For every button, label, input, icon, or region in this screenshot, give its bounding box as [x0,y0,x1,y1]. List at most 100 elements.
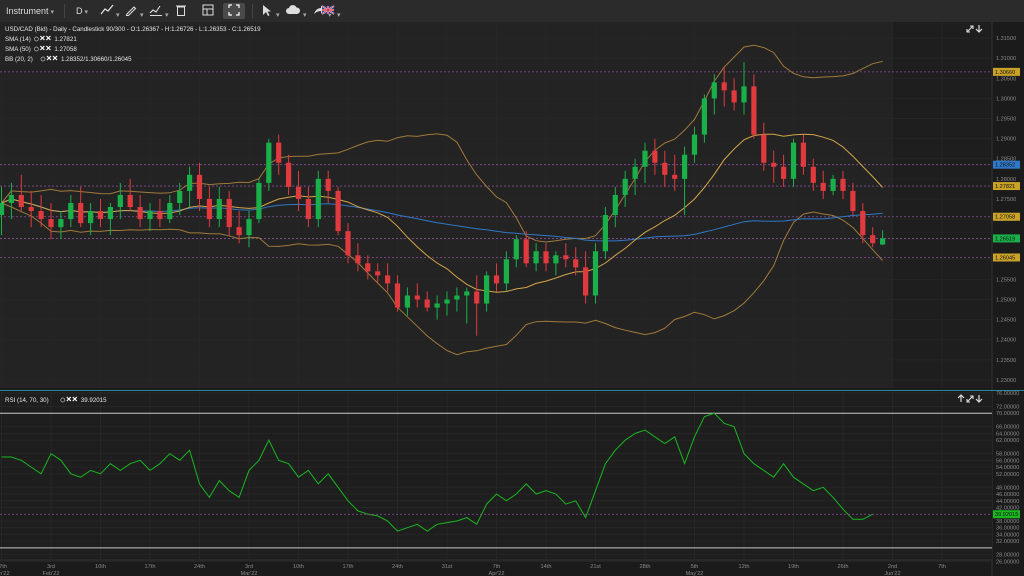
candle-body [711,82,717,99]
candle [325,170,331,203]
move-panel-up-button[interactable] [957,394,965,402]
candle [860,202,866,244]
candle-body [375,271,381,276]
rsi-tick-label: 28.00000 [996,553,1019,559]
candle [800,134,806,175]
candle [533,243,539,272]
candle-body [800,142,806,167]
price-tag [993,67,1020,76]
candle [790,138,797,187]
candle [810,158,816,191]
time-tick-label: 14th [541,564,552,570]
candle [206,186,212,228]
rsi-tick-label: 36.00000 [996,526,1019,532]
close-icon [39,35,45,41]
candle [335,186,341,236]
candle-body [820,182,826,191]
candle-body [484,275,490,304]
candle [701,94,707,143]
price-tick-label: 1.24500 [996,318,1016,324]
maximize-panel-button[interactable] [966,25,974,33]
trash-icon [176,5,186,16]
chart-type-menu[interactable]: ▾ [100,3,120,19]
bollinger-upper-line [1,44,883,243]
candle [68,194,74,228]
candle-body [325,178,331,191]
move-rsi-down-button[interactable] [975,395,983,403]
candle [503,251,509,292]
settings-icon [52,55,58,61]
candle [266,138,272,191]
layout-icon [202,4,214,16]
settings-icon [45,45,51,51]
rsi-tick-label: 48.00000 [996,485,1019,491]
candle [573,247,579,276]
candle-body [602,215,608,252]
rsi-panel[interactable] [0,392,992,562]
candle-body [157,211,163,220]
cursor-menu[interactable]: ▾ [260,3,280,19]
layout-button[interactable] [201,3,215,19]
candle-body [810,166,816,183]
candle-body [840,178,846,191]
delete-drawings-button[interactable] [174,3,188,19]
candle [731,78,737,111]
maximize-rsi-button[interactable] [966,395,974,403]
rsi-grid [0,392,992,562]
candle [365,255,371,280]
chevron-down-icon: ▾ [276,12,280,19]
instrument-menu[interactable]: Instrument ▾ [6,3,54,19]
drawing-tools-menu[interactable]: ▾ [124,3,144,19]
price-tag [993,160,1020,169]
indicator-label: SMA (50) [5,46,31,53]
candle-body [345,231,351,256]
candle-body [790,142,797,179]
price-tick-label: 1.29500 [996,117,1016,123]
price-tick-label: 1.30500 [996,76,1016,82]
eye-icon [34,46,39,52]
weather-theme-menu[interactable]: ▾ [285,3,307,19]
indicators-menu[interactable]: ▾ [149,3,169,19]
candle [721,66,727,107]
price-tag-label: 1.30660 [995,70,1015,76]
price-panel[interactable] [0,22,992,388]
candle-body [97,211,104,220]
candle [137,194,143,228]
chevron-down-icon: ▾ [328,12,332,19]
time-tick-label: 19th [788,564,799,570]
candle-body [434,303,440,308]
candle-body [365,263,371,272]
chevron-down-icon: ▾ [140,12,144,19]
fullscreen-button[interactable] [223,3,245,19]
time-tick-sublabel: Mar'22 [241,571,258,576]
language-menu[interactable]: ▾ [321,3,341,19]
candle [474,275,480,336]
time-tick-label: 5th [691,564,699,570]
candle-body [216,198,222,220]
candle-body [860,211,866,236]
indicator-value: 1.28352/1.30660/1.26045 [61,56,132,63]
candle-body [721,82,727,91]
time-tick-sublabel: Jan'22 [0,571,10,576]
move-panel-down-button[interactable] [975,25,983,33]
timeframe-label: D [76,6,83,16]
eye-icon [40,56,46,62]
price-grid [0,22,992,388]
time-axis[interactable]: 27thJan'223rdFeb'2210th17th24th3rdMar'22… [0,559,992,576]
toolbar-divider [252,4,253,18]
candle-body [404,295,410,308]
time-tick-label: 10th [293,564,304,570]
candle [870,227,876,248]
indicator-value: 1.27821 [54,36,77,43]
candle [8,182,14,220]
candle [276,134,282,175]
candle-body [761,134,767,163]
timeframe-menu[interactable]: D ▾ [76,3,88,19]
price-tick-label: 1.27500 [996,197,1016,203]
rsi-tick-label: 54.00000 [996,465,1019,471]
candle-body [286,162,292,187]
candle [880,230,886,246]
candle-body [58,219,64,228]
candle [820,170,826,199]
